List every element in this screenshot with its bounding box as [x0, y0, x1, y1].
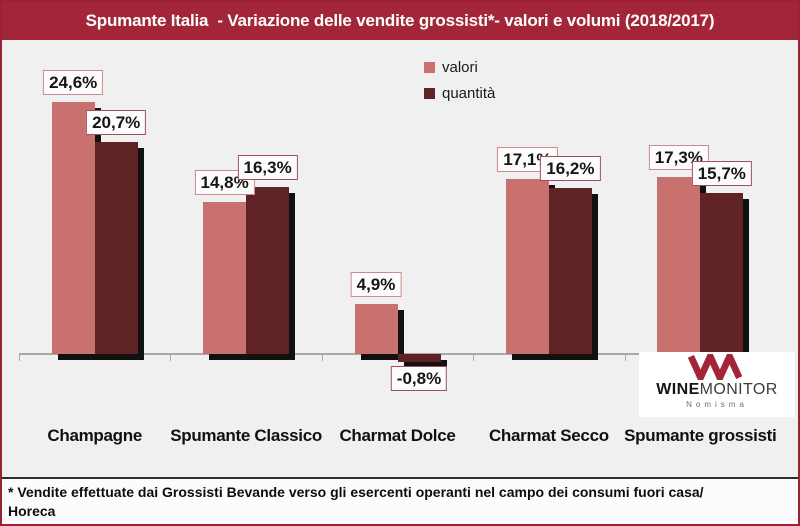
bar-valori — [203, 202, 247, 354]
category-label: Spumante Classico — [170, 426, 322, 445]
x-axis-tick — [624, 354, 626, 361]
logo-wine-text: WINE — [656, 381, 700, 398]
legend-swatch-icon — [424, 88, 435, 99]
x-axis-tick — [321, 354, 323, 361]
legend-label: valori — [442, 59, 478, 76]
bar-value-label: -0,8% — [390, 366, 448, 392]
bar-value-label: 4,9% — [350, 271, 402, 297]
x-axis-tick — [170, 354, 172, 361]
winemonitor-logo-icon — [688, 354, 743, 380]
footnote-line-2: Horeca — [8, 503, 56, 519]
bar-quantità — [548, 187, 592, 354]
legend-swatch-icon — [424, 62, 435, 73]
legend: valori quantità — [424, 59, 495, 102]
title-bar: Spumante Italia - Variazione delle vendi… — [2, 2, 798, 40]
x-axis-tick — [473, 354, 475, 361]
bar-valori — [51, 101, 95, 354]
bar-quantità — [94, 141, 138, 354]
bar-valori — [657, 176, 701, 354]
bar-quantità — [397, 354, 441, 363]
logo-monitor-text: MONITOR — [699, 381, 778, 398]
category-label: Charmat Secco — [488, 426, 609, 445]
bar-quantità — [246, 186, 290, 354]
category-label: Spumante grossisti — [624, 426, 777, 445]
footnote: * Vendite effettuate dai Grossisti Bevan… — [2, 477, 798, 524]
winemonitor-wordmark: WINEMONITOR — [656, 381, 777, 398]
bar-valori — [354, 303, 398, 354]
bar-value-label: 17,3% — [648, 144, 709, 170]
bar-value-label: 20,7% — [86, 109, 147, 135]
winemonitor-logo: WINEMONITOR Nomisma — [639, 352, 795, 417]
bar-value-label: 16,3% — [237, 154, 298, 180]
legend-item-quantità: quantità — [424, 85, 495, 102]
footnote-line-1: * Vendite effettuate dai Grossisti Bevan… — [8, 484, 704, 500]
chart-title: Spumante Italia - Variazione delle vendi… — [85, 11, 715, 30]
legend-label: quantità — [442, 85, 496, 102]
category-label: Champagne — [47, 426, 142, 445]
bar-value-label: 24,6% — [43, 69, 104, 95]
category-label: Charmat Dolce — [339, 426, 456, 445]
logo-nomisma-text: Nomisma — [686, 400, 748, 409]
bar-value-label: 16,2% — [540, 155, 601, 181]
bar-quantità — [700, 193, 744, 354]
legend-item-valori: valori — [424, 59, 495, 76]
bar-value-label: 15,7% — [691, 161, 752, 187]
bar-valori — [505, 178, 549, 354]
x-axis-tick — [19, 354, 20, 361]
